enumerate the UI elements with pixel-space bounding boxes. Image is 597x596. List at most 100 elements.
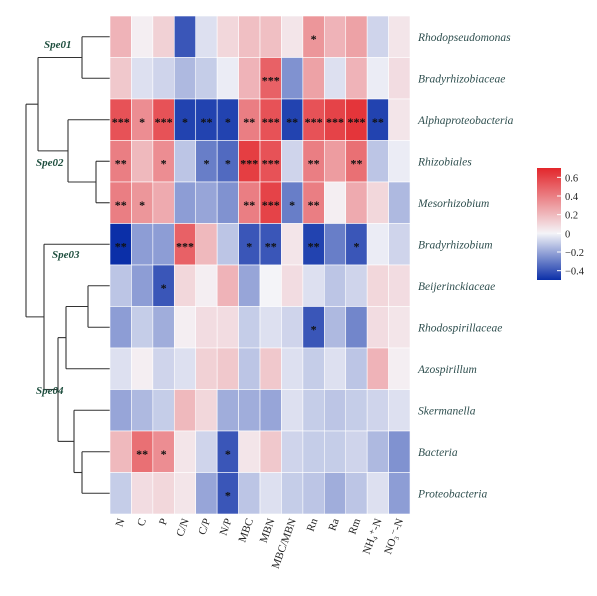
significance-mark: * <box>353 239 359 253</box>
heatmap-cell <box>195 15 218 58</box>
heatmap-cell <box>152 347 175 390</box>
heatmap-cell <box>323 223 347 266</box>
heatmap-cell <box>366 389 389 432</box>
colorbar-tick-label: 0.4 <box>565 192 579 203</box>
heatmap-cell <box>152 57 175 100</box>
heatmap-cell <box>281 306 304 349</box>
heatmap-cell <box>109 264 132 307</box>
heatmap-cell <box>195 264 218 307</box>
heatmap-cell <box>238 389 261 432</box>
heatmap-cell <box>173 389 197 432</box>
row-label: Azospirillum <box>417 364 477 376</box>
heatmap-cell <box>131 306 154 349</box>
row-label: Bacteria <box>418 447 458 459</box>
heatmap-cell <box>345 264 368 307</box>
column-label: C/P <box>196 517 213 537</box>
column-label: NO₃⁻-N <box>382 517 406 556</box>
column-label: P <box>157 517 170 527</box>
heatmap-cell <box>195 181 218 224</box>
row-dendrogram <box>25 36 110 494</box>
heatmap-cell <box>281 140 304 183</box>
heatmap-cell <box>173 15 197 58</box>
significance-mark: *** <box>326 115 344 129</box>
significance-mark: * <box>139 115 145 129</box>
heatmap-cell <box>173 472 197 515</box>
colorbar-tick-label: 0.2 <box>565 211 578 222</box>
heatmap-cell <box>259 430 282 473</box>
heatmap-cell <box>109 57 132 100</box>
heatmap-cell <box>366 472 389 515</box>
heatmap-cell <box>281 430 304 473</box>
heatmap-cell <box>345 430 368 473</box>
heatmap-cell <box>388 98 411 141</box>
significance-mark: ** <box>115 156 127 170</box>
cluster-labels: Spe01 Spe02 Spe03 Spe04 <box>36 39 80 397</box>
heatmap-cell <box>281 472 304 515</box>
heatmap-cell <box>195 223 218 266</box>
heatmap-cell <box>238 347 261 390</box>
heatmap-cell <box>388 472 411 515</box>
heatmap-cell <box>131 223 154 266</box>
heatmap-cell <box>109 15 132 58</box>
heatmap-cell <box>366 181 389 224</box>
colorbar-gradient <box>537 168 561 280</box>
heatmap-cell <box>259 264 282 307</box>
heatmap-cell <box>238 57 261 100</box>
heatmap-cell <box>323 389 347 432</box>
heatmap-cell <box>238 15 261 58</box>
heatmap-cell <box>173 181 197 224</box>
significance-mark: ** <box>308 198 320 212</box>
row-label: Beijerinckiaceae <box>418 281 495 293</box>
significance-mark: * <box>311 32 317 46</box>
heatmap-cell <box>173 57 197 100</box>
heatmap-cell <box>131 264 154 307</box>
heatmap-cell <box>366 306 389 349</box>
heatmap-cell <box>323 181 347 224</box>
heatmap-cell <box>366 15 389 58</box>
significance-mark: * <box>161 281 167 295</box>
heatmap-cell <box>131 472 154 515</box>
row-label: Rhodopseudomonas <box>417 32 511 44</box>
heatmap-cell <box>388 389 411 432</box>
significance-mark: *** <box>347 115 365 129</box>
heatmap-cell <box>216 306 239 349</box>
heatmap-cell <box>345 306 368 349</box>
colorbar-tick-label: 0 <box>565 229 570 240</box>
heatmap-cell <box>302 430 325 473</box>
significance-mark: ** <box>350 156 362 170</box>
column-label: MBN <box>258 517 278 545</box>
heatmap-cell <box>195 306 218 349</box>
heatmap-cell <box>216 264 239 307</box>
colorbar: 0.6 0.4 0.2 0 −0.2 −0.4 <box>537 168 585 280</box>
row-label: Bradyrhizobiaceae <box>418 73 505 85</box>
heatmap-cell <box>195 472 218 515</box>
significance-mark: * <box>182 115 188 129</box>
significance-mark: * <box>161 156 167 170</box>
significance-mark: * <box>139 198 145 212</box>
cluster-label: Spe04 <box>36 385 64 397</box>
significance-mark: * <box>225 115 231 129</box>
heatmap-cell <box>302 57 325 100</box>
significance-mark: * <box>225 156 231 170</box>
colorbar-tick-label: −0.2 <box>565 248 584 259</box>
heatmap-cell <box>238 430 261 473</box>
heatmap-cell <box>109 306 132 349</box>
heatmap-cell <box>259 472 282 515</box>
heatmap-cell <box>152 15 175 58</box>
column-label: Rm <box>347 517 364 536</box>
significance-mark: * <box>225 488 231 502</box>
heatmap-cell <box>259 389 282 432</box>
column-label: N/P <box>218 517 235 537</box>
heatmap-cell <box>173 430 197 473</box>
significance-mark: *** <box>155 115 173 129</box>
column-label: MBC <box>236 517 256 544</box>
heatmap-cell <box>131 57 154 100</box>
column-label: N <box>114 517 128 529</box>
row-label: Skermanella <box>418 405 476 417</box>
heatmap-cell <box>216 57 239 100</box>
heatmap-cell <box>281 223 304 266</box>
heatmap-cell <box>388 181 411 224</box>
row-label: Mesorhizobium <box>417 198 489 210</box>
cluster-label: Spe02 <box>36 157 64 169</box>
significance-mark: *** <box>305 115 323 129</box>
